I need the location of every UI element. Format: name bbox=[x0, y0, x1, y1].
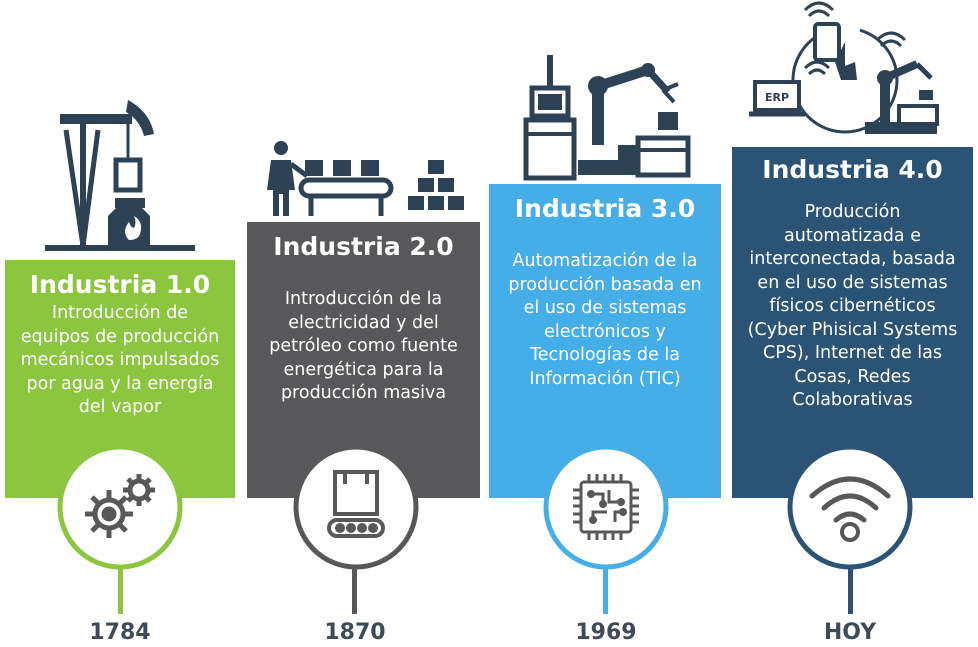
microchip-icon bbox=[543, 444, 669, 570]
stage-year: 1969 bbox=[575, 620, 637, 645]
timeline-stem-2 bbox=[352, 560, 357, 614]
stage-year: 1870 bbox=[324, 620, 386, 645]
conveyor-box-icon bbox=[293, 444, 419, 570]
stage-title: Industria 3.0 bbox=[514, 194, 696, 223]
stage-title: Industria 4.0 bbox=[762, 155, 943, 184]
stage-panel-3: Industria 3.0 Automatización de la produ… bbox=[489, 184, 721, 498]
stage-year: 1784 bbox=[89, 620, 151, 645]
gears-icon bbox=[57, 444, 183, 570]
stage-description: Introducción de la electricidad y del pe… bbox=[269, 289, 458, 403]
stage-description: Introducción de equipos de producción me… bbox=[20, 303, 220, 417]
stage-title: Industria 1.0 bbox=[29, 270, 211, 299]
worker-assembly-line-illustration bbox=[267, 141, 464, 216]
oil-pump-furnace-illustration bbox=[45, 100, 195, 251]
wifi-icon bbox=[787, 444, 913, 570]
stage-description: Automatización de la producción basada e… bbox=[508, 251, 702, 389]
stage-title: Industria 2.0 bbox=[273, 232, 454, 261]
timeline-stem-1 bbox=[118, 560, 123, 614]
stage-year: HOY bbox=[823, 620, 877, 645]
stage-panel-4: Industria 4.0 Producción automatizada e … bbox=[732, 147, 973, 498]
robotic-arm-illustration bbox=[523, 55, 691, 181]
timeline-stem-4 bbox=[848, 560, 853, 614]
stage-description: Producción automatizada e interconectada… bbox=[747, 202, 958, 410]
stage-panel-1: Industria 1.0 Introducción de equipos de… bbox=[5, 260, 235, 498]
timeline-stem-3 bbox=[603, 560, 608, 614]
erp-label: ERP bbox=[765, 91, 789, 104]
erp-network-illustration: ERP bbox=[749, 1, 939, 134]
